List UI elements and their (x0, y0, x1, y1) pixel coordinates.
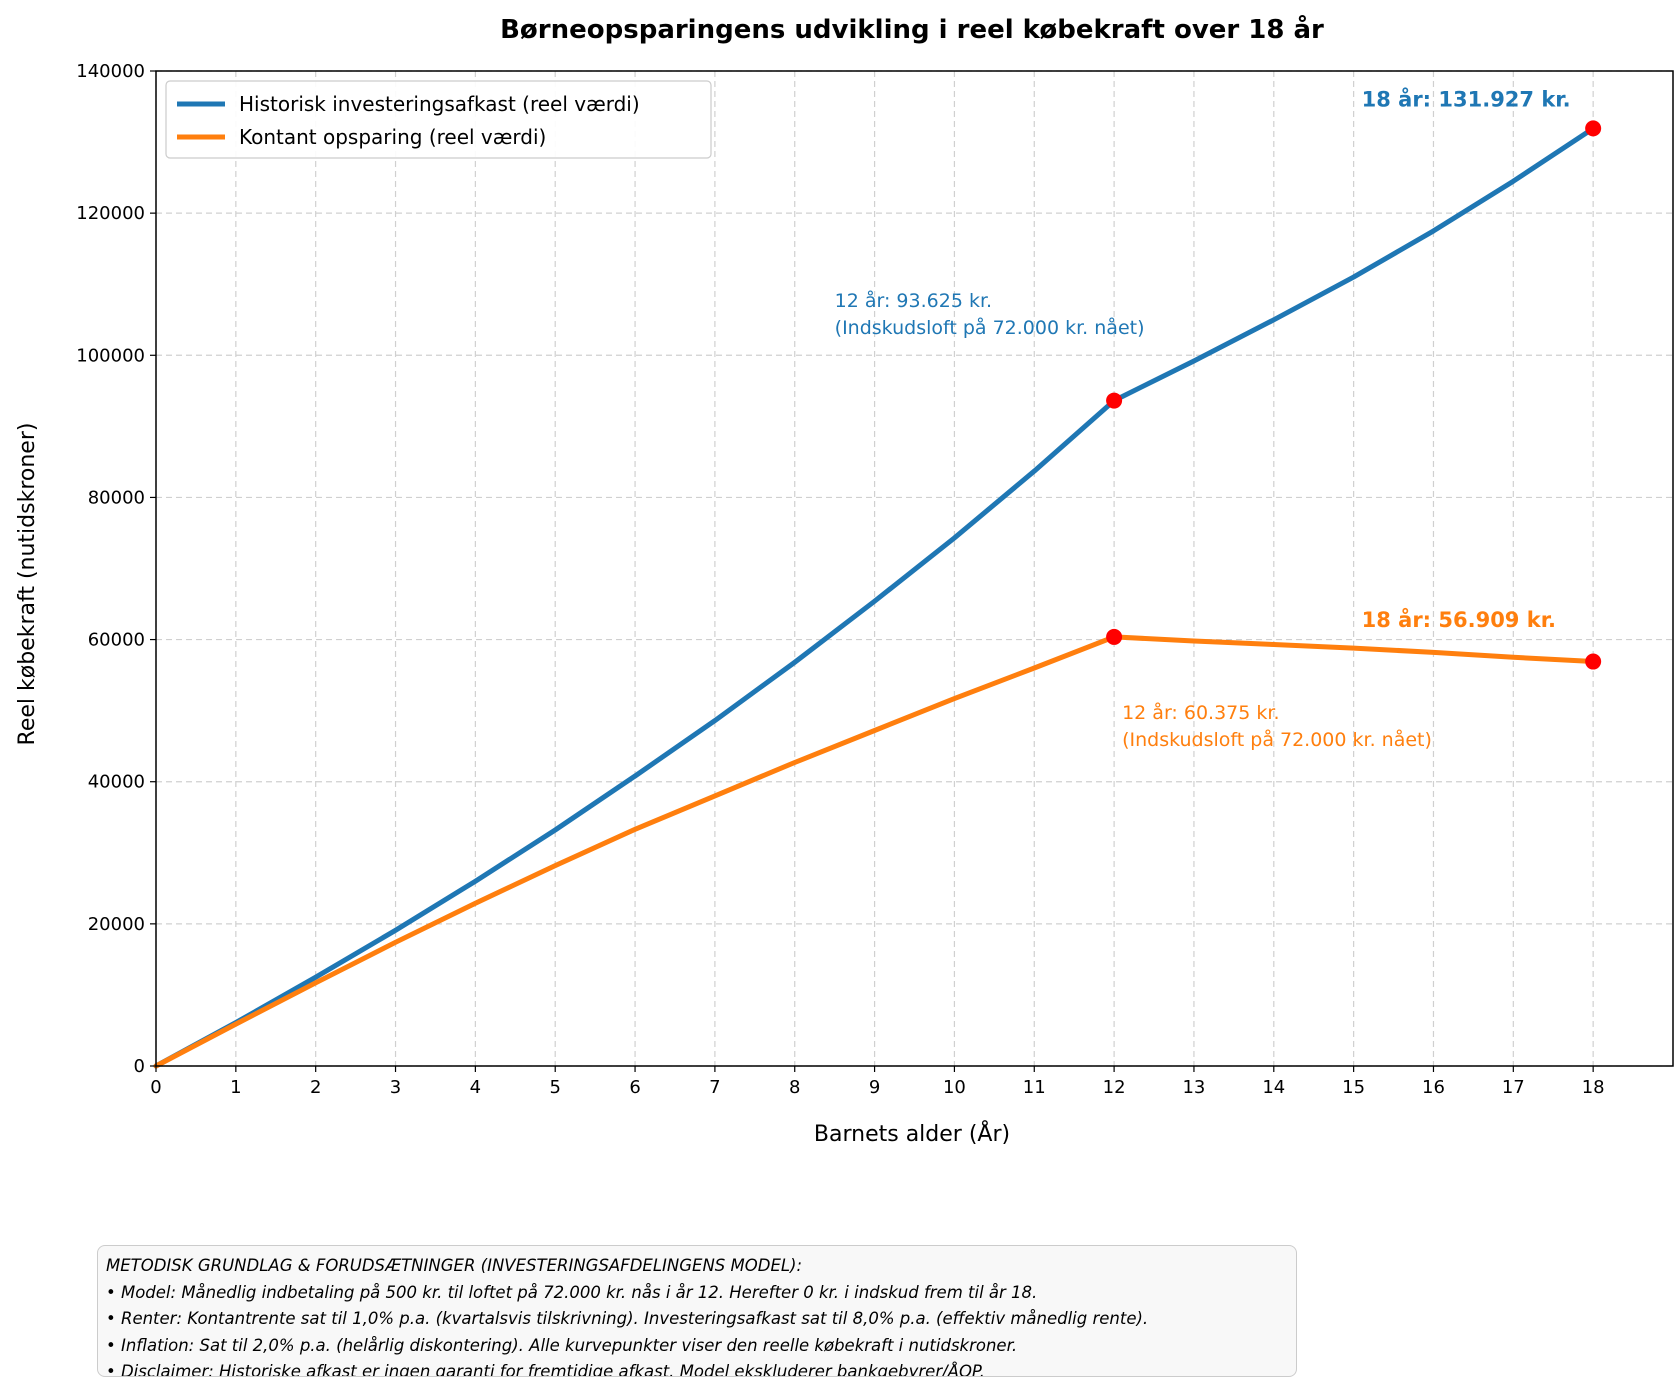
chart-title: Børneopsparingens udvikling i reel købek… (500, 13, 1324, 45)
highlight-point (1585, 120, 1602, 137)
y-tick-label: 100000 (76, 345, 145, 366)
legend: Historisk investeringsafkast (reel værdi… (165, 80, 712, 159)
x-tick-label: 3 (390, 1077, 401, 1098)
x-tick-label: 4 (470, 1077, 481, 1098)
legend-box (165, 80, 712, 159)
annotation-line: (Indskudsloft på 72.000 kr. nået) (835, 316, 1145, 339)
x-tick-label: 7 (709, 1077, 720, 1098)
annotation-label: 12 år: 60.375 kr. (Indskudsloft på 72.000… (1122, 701, 1432, 751)
axes: 0 1 2 3 4 5 6 7 8 9 10 11 12 13 14 15 16 17 18020000400006… (76, 61, 1604, 1098)
y-tick-label: 20000 (88, 914, 145, 935)
y-tick-label: 60000 (88, 630, 145, 651)
legend-label: Kontant opsparing (reel værdi) (239, 125, 546, 149)
x-tick-label: 15 (1342, 1077, 1365, 1098)
notes-line-renter: • Renter: Kontantrente sat til 1,0% p.a.… (106, 1309, 1149, 1328)
x-tick-label: 8 (789, 1077, 800, 1098)
x-tick-label: 18 (1582, 1077, 1605, 1098)
x-tick-label: 12 (1103, 1077, 1126, 1098)
x-tick-label: 0 (150, 1077, 161, 1098)
x-tick-label: 10 (943, 1077, 966, 1098)
annotation-line: 18 år: 56.909 kr. (1362, 607, 1556, 632)
annotation-line: (Indskudsloft på 72.000 kr. nået) (1122, 728, 1432, 751)
x-axis-label: Barnets alder (År) (814, 1120, 1010, 1147)
annotation-line: 18 år: 131.927 kr. (1362, 87, 1571, 112)
y-tick-label: 80000 (88, 487, 145, 508)
x-tick-label: 13 (1182, 1077, 1205, 1098)
x-tick-label: 1 (230, 1077, 241, 1098)
y-tick-label: 120000 (76, 203, 145, 224)
series-line-1 (153, 125, 1596, 1069)
x-tick-label: 9 (869, 1077, 880, 1098)
annotation-label: 12 år: 93.625 kr. (Indskudsloft på 72.000… (835, 289, 1145, 339)
y-tick-label: 0 (134, 1056, 145, 1077)
notes-line-disclaimer: • Disclaimer: Historiske afkast er ingen… (106, 1362, 985, 1377)
highlight-markers (1106, 120, 1602, 670)
annotation-label: 18 år: 131.927 kr. (1362, 87, 1571, 112)
x-tick-label: 14 (1262, 1077, 1285, 1098)
x-tick-label: 16 (1422, 1077, 1445, 1098)
line-chart: Børneopsparingens udvikling i reel købek… (15, 13, 1674, 1147)
x-tick-label: 5 (549, 1077, 560, 1098)
x-tick-label: 2 (310, 1077, 321, 1098)
series-lines (153, 125, 1596, 1069)
y-tick-label: 140000 (76, 61, 145, 82)
notes-line-model: • Model: Månedlig indbetaling på 500 kr.… (106, 1282, 1038, 1302)
y-tick-label: 40000 (88, 772, 145, 793)
annotation-line: 12 år: 93.625 kr. (835, 289, 992, 312)
highlight-point (1585, 653, 1602, 670)
annotation-line: 12 år: 60.375 kr. (1122, 701, 1279, 724)
notes-line-inflation: • Inflation: Sat til 2,0% p.a. (helårlig… (106, 1335, 1018, 1355)
legend-label: Historisk investeringsafkast (reel værdi… (239, 92, 640, 116)
series-line-2 (153, 634, 1596, 1069)
notes-heading: METODISK GRUNDLAG & FORUDSÆTNINGER (INVE… (106, 1256, 803, 1275)
x-tick-label: 17 (1502, 1077, 1525, 1098)
annotation-label: 18 år: 56.909 kr. (1362, 607, 1556, 632)
x-tick-label: 6 (629, 1077, 640, 1098)
y-axis-label: Reel købekraft (nutidskroner) (15, 423, 40, 746)
highlight-point (1106, 392, 1123, 409)
highlight-point (1106, 628, 1123, 645)
methodology-notes: METODISK GRUNDLAG & FORUDSÆTNINGER (INVE… (97, 1245, 1297, 1377)
annotations: 12 år: 93.625 kr. (Indskudsloft på 72.000… (835, 87, 1571, 752)
x-tick-label: 11 (1023, 1077, 1046, 1098)
plot-frame (155, 70, 1674, 1067)
